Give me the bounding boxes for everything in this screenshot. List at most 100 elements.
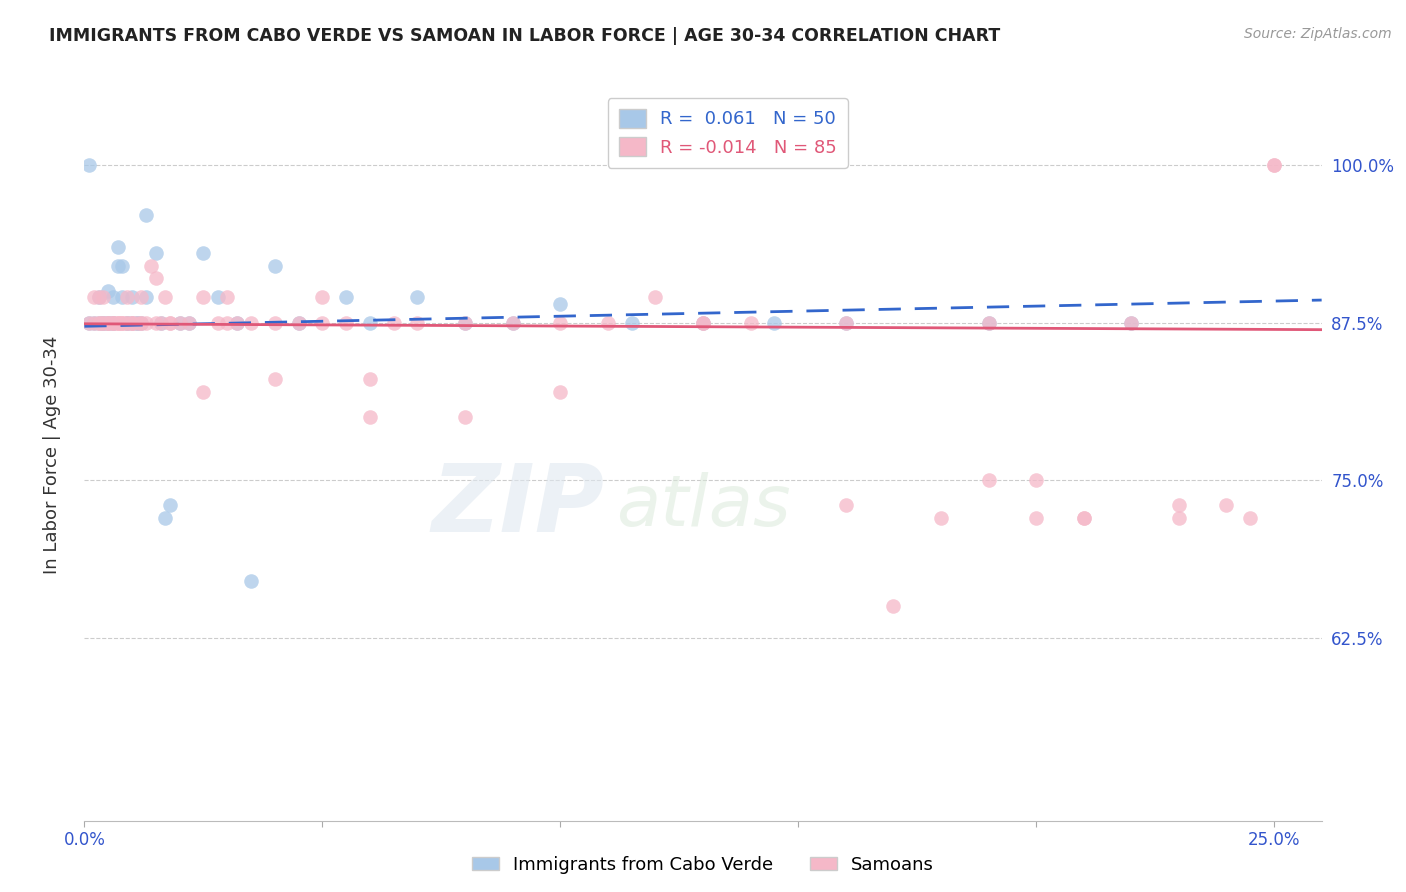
Point: [83, 316, 105, 330]
Point: [207, 316, 229, 330]
Point: [155, 511, 177, 525]
Point: [835, 316, 858, 330]
Point: [111, 259, 134, 273]
Point: [97, 316, 120, 330]
Point: [263, 316, 285, 330]
Point: [87, 316, 110, 330]
Point: [1121, 316, 1143, 330]
Point: [107, 259, 129, 273]
Point: [93, 290, 115, 304]
Point: [83, 316, 105, 330]
Point: [1167, 511, 1189, 525]
Point: [596, 316, 619, 330]
Point: [115, 290, 138, 304]
Point: [131, 316, 153, 330]
Point: [1121, 316, 1143, 330]
Point: [77, 316, 100, 330]
Point: [287, 316, 309, 330]
Point: [149, 316, 172, 330]
Point: [93, 316, 115, 330]
Text: atlas: atlas: [616, 472, 792, 541]
Point: [763, 316, 786, 330]
Point: [548, 384, 571, 399]
Point: [111, 316, 134, 330]
Point: [101, 316, 124, 330]
Point: [101, 316, 124, 330]
Point: [121, 316, 143, 330]
Point: [977, 316, 1000, 330]
Point: [193, 246, 215, 260]
Point: [311, 316, 333, 330]
Point: [207, 290, 229, 304]
Point: [169, 316, 191, 330]
Point: [97, 316, 120, 330]
Point: [692, 316, 714, 330]
Point: [101, 290, 124, 304]
Point: [382, 316, 405, 330]
Point: [1025, 511, 1047, 525]
Point: [125, 316, 148, 330]
Point: [225, 316, 247, 330]
Point: [77, 316, 100, 330]
Point: [121, 290, 143, 304]
Point: [406, 316, 429, 330]
Point: [263, 372, 285, 386]
Point: [287, 316, 309, 330]
Point: [169, 316, 191, 330]
Point: [740, 316, 762, 330]
Point: [87, 316, 110, 330]
Point: [882, 599, 904, 614]
Point: [692, 316, 714, 330]
Point: [406, 290, 429, 304]
Point: [239, 574, 262, 588]
Point: [177, 316, 200, 330]
Point: [225, 316, 247, 330]
Point: [135, 208, 157, 222]
Point: [835, 499, 858, 513]
Point: [335, 316, 357, 330]
Point: [145, 271, 167, 285]
Point: [93, 316, 115, 330]
Point: [977, 316, 1000, 330]
Point: [644, 290, 666, 304]
Point: [97, 316, 120, 330]
Point: [131, 290, 153, 304]
Point: [159, 316, 181, 330]
Point: [155, 290, 177, 304]
Point: [93, 316, 115, 330]
Point: [111, 290, 134, 304]
Point: [121, 316, 143, 330]
Point: [835, 316, 858, 330]
Point: [548, 296, 571, 310]
Point: [1263, 158, 1285, 172]
Point: [454, 316, 477, 330]
Point: [101, 316, 124, 330]
Point: [101, 316, 124, 330]
Point: [87, 290, 110, 304]
Point: [107, 316, 129, 330]
Point: [93, 316, 115, 330]
Point: [1073, 511, 1095, 525]
Point: [131, 316, 153, 330]
Point: [107, 316, 129, 330]
Point: [193, 290, 215, 304]
Point: [359, 410, 381, 425]
Point: [111, 316, 134, 330]
Point: [193, 384, 215, 399]
Point: [177, 316, 200, 330]
Text: Source: ZipAtlas.com: Source: ZipAtlas.com: [1244, 27, 1392, 41]
Point: [107, 240, 129, 254]
Point: [83, 290, 105, 304]
Point: [149, 316, 172, 330]
Point: [115, 316, 138, 330]
Point: [239, 316, 262, 330]
Point: [1263, 158, 1285, 172]
Point: [139, 259, 162, 273]
Point: [131, 316, 153, 330]
Point: [97, 316, 120, 330]
Point: [929, 511, 952, 525]
Point: [125, 316, 148, 330]
Point: [121, 316, 143, 330]
Point: [1073, 511, 1095, 525]
Text: IMMIGRANTS FROM CABO VERDE VS SAMOAN IN LABOR FORCE | AGE 30-34 CORRELATION CHAR: IMMIGRANTS FROM CABO VERDE VS SAMOAN IN …: [49, 27, 1001, 45]
